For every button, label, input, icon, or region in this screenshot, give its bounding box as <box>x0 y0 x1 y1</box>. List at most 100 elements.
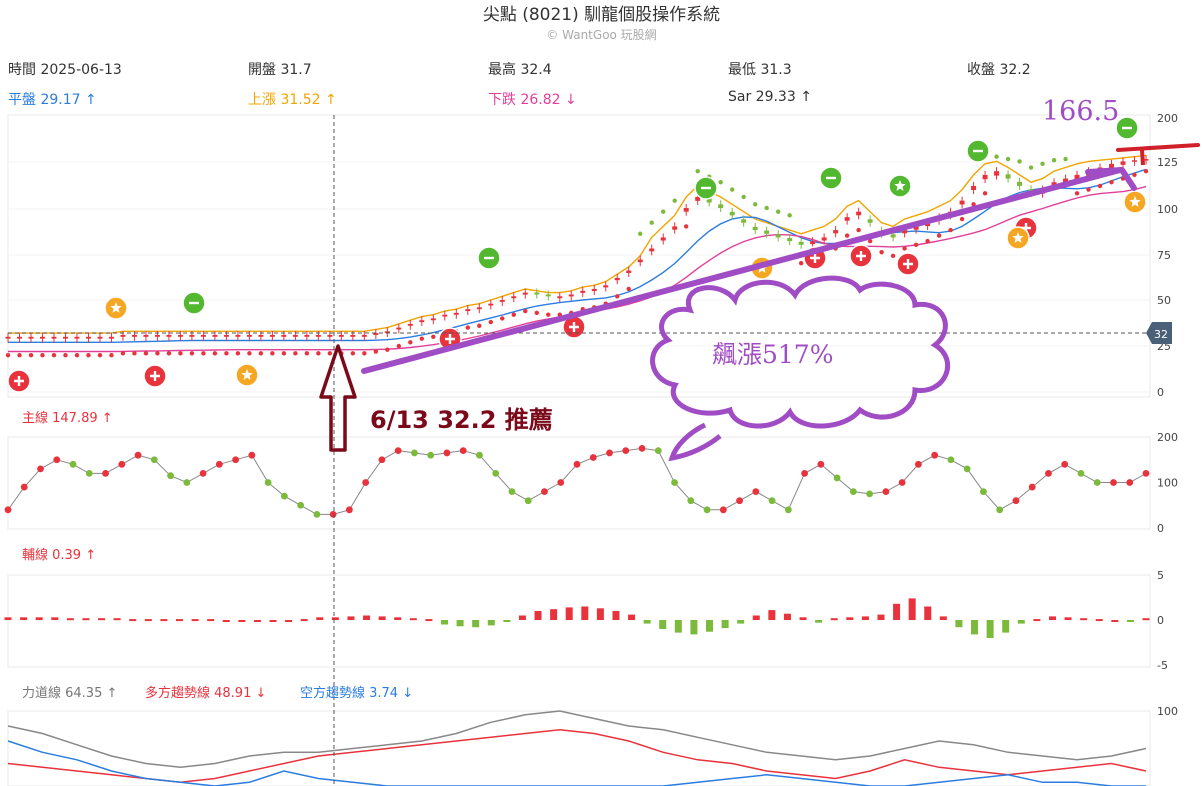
aux-bar <box>1064 617 1072 620</box>
candle-body <box>189 334 195 337</box>
main-line-point <box>215 460 223 468</box>
sar-dot <box>488 319 493 325</box>
stat-sar: Sar 29.33 ↑ <box>728 89 812 105</box>
sar-dot <box>189 351 195 356</box>
main-line-point <box>573 460 581 468</box>
candle-body <box>131 334 137 337</box>
aux-bar <box>596 608 604 620</box>
plus-glyph <box>14 376 24 386</box>
candle-body <box>28 336 34 339</box>
plus-glyph <box>569 322 579 332</box>
aux-bar <box>409 618 417 621</box>
aux-bar-panel <box>4 598 1150 638</box>
aux-bar <box>207 619 215 622</box>
main-line-point <box>898 479 906 486</box>
main-line-point <box>963 465 971 473</box>
candle-body <box>718 204 724 208</box>
aux-bar <box>1033 619 1041 622</box>
candle-body <box>212 334 218 337</box>
candle-body <box>327 334 333 337</box>
sar-dot <box>775 209 781 214</box>
aux-bar <box>331 617 339 620</box>
price-y-tick: 50 <box>1157 294 1171 307</box>
main-line-point <box>801 470 808 477</box>
main-line-point <box>1061 460 1069 468</box>
plus-glyph <box>903 259 913 269</box>
candle-body <box>407 323 413 326</box>
aux-bar <box>1142 618 1150 621</box>
sar-dot <box>5 353 11 358</box>
main-line-panel <box>4 444 1150 518</box>
candle-body <box>1005 174 1011 179</box>
candle-body <box>557 296 563 299</box>
sar-dot <box>224 351 229 356</box>
sar-dot <box>258 351 264 356</box>
star-glyph <box>1012 232 1024 243</box>
plus-glyph <box>150 371 160 381</box>
aux-bar <box>986 620 994 638</box>
sar-dot <box>982 191 988 196</box>
sar-dot <box>86 353 91 358</box>
candle-body <box>281 334 287 337</box>
main-line-point <box>1093 479 1101 486</box>
candle-body <box>384 331 390 334</box>
main-line-point <box>362 479 370 486</box>
main-line-point <box>118 460 126 468</box>
candle-body <box>603 285 609 288</box>
main-line-point <box>394 447 402 455</box>
main-line-point <box>1012 497 1020 505</box>
main-line-point <box>915 460 922 468</box>
star-glyph <box>241 369 253 380</box>
aux-bar <box>35 617 43 620</box>
main-line-point <box>882 488 890 495</box>
aux-bar <box>581 606 589 620</box>
sar-dot <box>500 316 505 321</box>
page-title: 尖點 (8021) 馴龍個股操作系統 <box>482 5 721 25</box>
sar-dot <box>729 187 735 192</box>
stat-high: 最高 32.4 <box>488 62 552 78</box>
candle-body <box>154 334 160 337</box>
sar-dot <box>971 202 976 207</box>
main-line-point <box>508 488 516 495</box>
sar-dot <box>385 347 390 352</box>
aux-bar <box>924 606 932 620</box>
main-line-point <box>102 470 109 477</box>
sar-dot <box>902 246 907 251</box>
long-trend-line <box>7 729 1147 784</box>
candle-body <box>752 226 758 231</box>
aux-bar <box>456 620 464 627</box>
stat-up: 上漲 31.52 ↑ <box>248 92 337 108</box>
aux-bar <box>316 617 324 620</box>
aux-bar <box>768 610 776 620</box>
candle-body <box>971 185 977 191</box>
main-line-point <box>557 479 565 486</box>
short-trend-line <box>7 740 1146 786</box>
aux-bar <box>394 617 402 620</box>
aux-bar <box>643 620 651 624</box>
aux-bar <box>799 617 807 620</box>
sar-dot <box>672 198 677 203</box>
sar-dot <box>40 353 45 358</box>
aux-bar <box>628 614 636 620</box>
sar-dot <box>1097 183 1103 189</box>
main-line-point <box>541 488 548 495</box>
sar-dot <box>1051 158 1057 163</box>
sar-dot <box>867 238 873 244</box>
aux-bar <box>347 616 355 620</box>
main-line-label: 主線 147.89 ↑ <box>22 411 113 426</box>
up-line <box>8 154 1147 334</box>
candle-body <box>166 334 172 337</box>
sar-dot <box>408 340 413 345</box>
candle-body <box>304 334 310 337</box>
sar-dot <box>511 312 516 317</box>
candle-body <box>833 230 839 234</box>
peak-red-stroke <box>1116 143 1200 152</box>
main-line-point <box>752 488 760 495</box>
candle-body <box>396 327 402 330</box>
aux-y-tick: 5 <box>1157 569 1164 582</box>
aux-y-tick: 0 <box>1157 614 1164 627</box>
sar-dot <box>28 353 34 358</box>
sar-dot <box>1017 159 1022 164</box>
sar-dot <box>1143 169 1149 174</box>
